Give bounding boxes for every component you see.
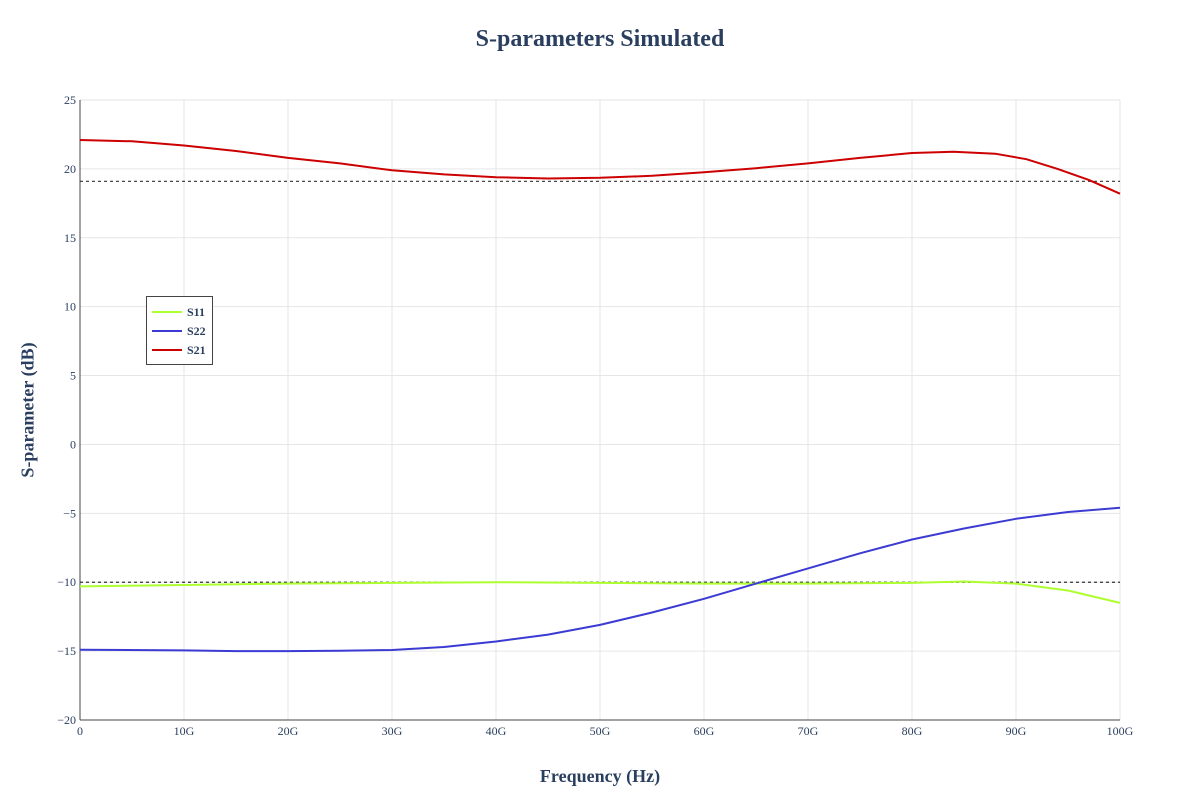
x-tick-label: 90G bbox=[1006, 724, 1027, 738]
y-tick-label: 15 bbox=[64, 231, 76, 245]
y-tick-label: −5 bbox=[63, 506, 76, 520]
x-tick-label: 20G bbox=[278, 724, 299, 738]
x-tick-label: 100G bbox=[1107, 724, 1134, 738]
y-tick-label: 10 bbox=[64, 300, 76, 314]
series-line-s21 bbox=[79, 139, 1121, 195]
legend-label-s11: S11 bbox=[187, 305, 205, 319]
y-tick-label: −20 bbox=[57, 713, 76, 727]
x-axis-label: Frequency (Hz) bbox=[539, 766, 661, 786]
legend-label-s22: S22 bbox=[187, 324, 206, 338]
legend-label-s21: S21 bbox=[187, 343, 206, 357]
chart-title: S-parameters Simulated bbox=[475, 26, 725, 52]
x-tick-label: 50G bbox=[590, 724, 611, 738]
x-tick-label: 0 bbox=[77, 724, 83, 738]
y-tick-label: 20 bbox=[64, 162, 76, 176]
x-tick-label: 80G bbox=[902, 724, 923, 738]
series-line-s11 bbox=[79, 580, 1121, 604]
x-tick-label: 30G bbox=[382, 724, 403, 738]
x-tick-label: 40G bbox=[486, 724, 507, 738]
y-tick-label: −15 bbox=[57, 644, 76, 658]
y-tick-label: 5 bbox=[70, 369, 76, 383]
series-line-s22 bbox=[79, 506, 1121, 653]
x-tick-label: 70G bbox=[798, 724, 819, 738]
y-tick-label: 0 bbox=[70, 437, 76, 451]
x-tick-label: 60G bbox=[694, 724, 715, 738]
x-tick-label: 10G bbox=[174, 724, 195, 738]
y-axis-label: S-parameter (dB) bbox=[17, 342, 38, 478]
y-tick-label: 25 bbox=[64, 93, 76, 107]
y-tick-label: −10 bbox=[57, 575, 76, 589]
